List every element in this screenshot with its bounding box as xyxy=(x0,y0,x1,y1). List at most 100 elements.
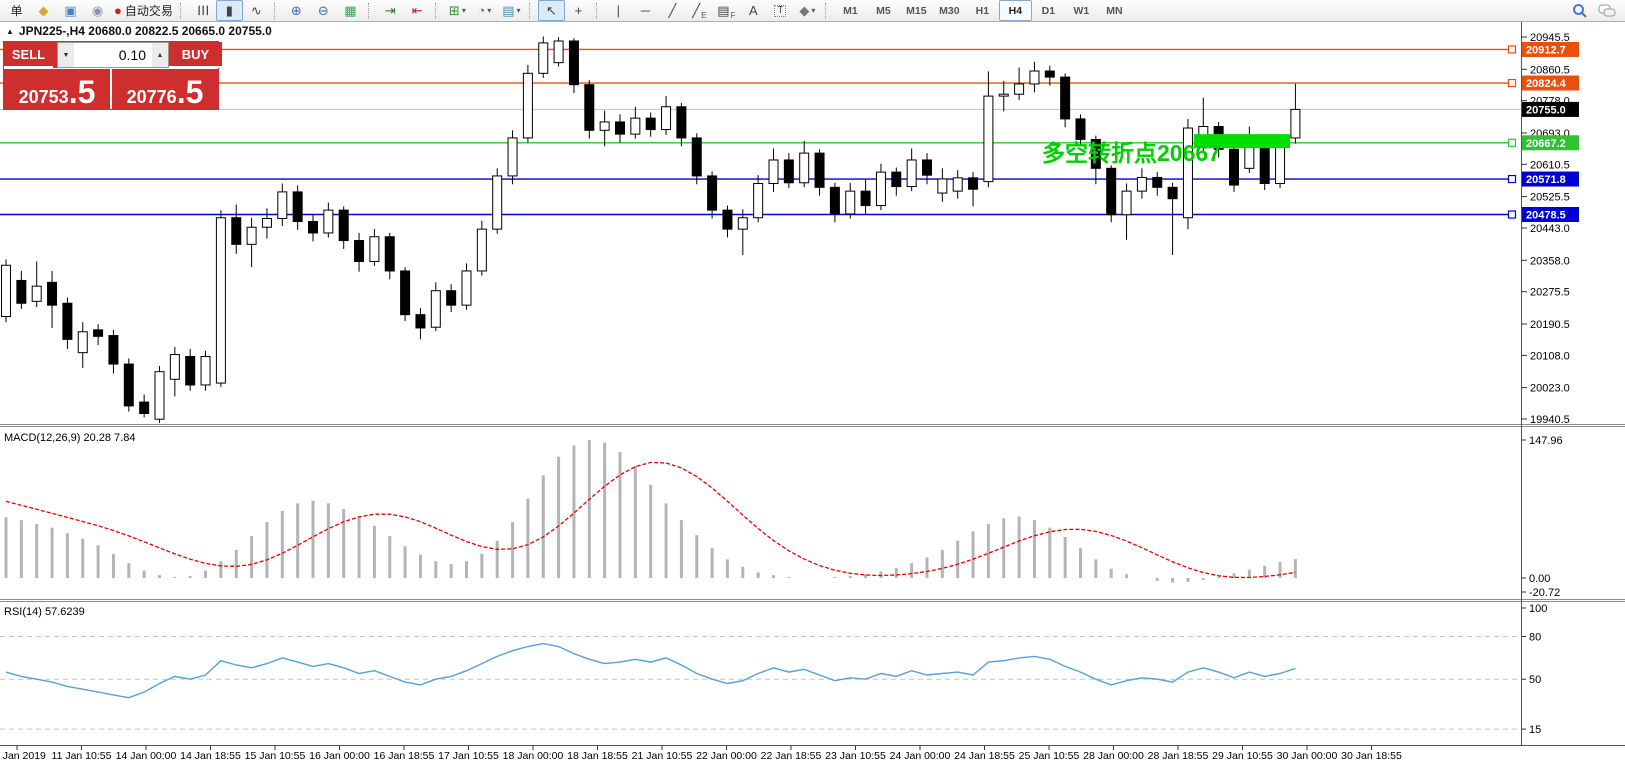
vertical-line-icon[interactable]: | xyxy=(616,3,621,18)
buy-button[interactable]: BUY xyxy=(169,42,222,68)
volume-input[interactable] xyxy=(74,43,152,67)
timeframe-m5[interactable]: M5 xyxy=(876,4,891,17)
toolbar-separator xyxy=(273,2,279,19)
search-icon[interactable] xyxy=(1572,3,1588,19)
candle-body xyxy=(584,84,595,131)
trendline-icon[interactable]: ╱ xyxy=(668,3,677,18)
templates-icon-dropdown[interactable]: ▾ xyxy=(516,6,521,15)
candlestick-chart-icon[interactable]: ▮ xyxy=(215,0,243,21)
candle-body xyxy=(1075,118,1086,140)
timeframe-mn[interactable]: MN xyxy=(1106,4,1123,17)
volume-increase-button[interactable]: ▲ xyxy=(152,43,168,67)
fibonacci-icon[interactable]: ▤ F xyxy=(717,3,736,20)
timeframe-m15[interactable]: M15 xyxy=(906,4,927,17)
buy-price[interactable]: 20776 .5 xyxy=(112,69,218,109)
new-chart-icon[interactable]: ⊞ ▾ xyxy=(448,3,466,18)
label-icon[interactable]: T xyxy=(767,0,794,21)
toolbar: 单 ◆ ▣ ◉ ● 自动交易 ☰ ▮ ∿ ⊕ ⊖ ▦ ⇥ ⇤ ⊞ ▾ ◔ ▾ ▤ ▾ ↖ + | ─ ╱ ╱ E ▤ F A T ◆ ▾ M1 M5… xyxy=(0,0,1625,22)
chat-icon[interactable] xyxy=(1598,3,1616,19)
time-tick-label: 18 Jan 00:00 xyxy=(503,750,564,762)
time-tick-label: 18 Jan 18:55 xyxy=(567,750,628,762)
price-line-label: 20571.8 xyxy=(1526,174,1566,186)
timeframe-w1[interactable]: W1 xyxy=(1073,4,1090,17)
collapse-arrow-icon[interactable]: ▲ xyxy=(6,26,14,36)
line-anchor xyxy=(1507,210,1517,219)
candle-body xyxy=(354,240,365,262)
signals-icon[interactable]: ◉ xyxy=(91,3,104,18)
zoom-out-icon[interactable]: ⊖ xyxy=(317,3,329,18)
tile-windows-icon[interactable]: ▦ xyxy=(344,3,357,18)
candle-body xyxy=(446,290,457,306)
line-anchor xyxy=(1507,138,1517,147)
candle-body xyxy=(215,217,226,384)
horizontal-line-icon[interactable]: ─ xyxy=(640,3,650,18)
timeframe-m30[interactable]: M30 xyxy=(939,4,960,17)
candle-body xyxy=(308,221,318,234)
new-chart-icon-dropdown[interactable]: ▾ xyxy=(461,6,466,15)
macd-signal-line xyxy=(5,461,1296,579)
candle-body xyxy=(707,175,718,211)
timeframe-h4[interactable]: H4 xyxy=(998,0,1032,21)
text-icon[interactable]: A xyxy=(749,3,758,18)
price-line-label: 20755.0 xyxy=(1526,104,1566,116)
candle-body xyxy=(615,121,625,135)
zoom-in-icon[interactable]: ⊕ xyxy=(290,3,302,18)
templates-icon[interactable]: ▤ ▾ xyxy=(502,3,521,18)
timeframe-d1[interactable]: D1 xyxy=(1041,4,1056,17)
candle-body xyxy=(323,209,334,234)
candle-body xyxy=(47,281,58,306)
shapes-icon[interactable]: ◆ ▾ xyxy=(799,3,816,18)
data-window-icon[interactable]: ▣ xyxy=(64,3,77,18)
chart-shift-icon[interactable]: ⇤ xyxy=(411,3,423,18)
price-tick-label: 20525.5 xyxy=(1530,192,1570,204)
candle-body xyxy=(753,183,764,219)
candle-body xyxy=(799,152,810,184)
price-tick-label: 20190.5 xyxy=(1530,319,1570,331)
candle-body xyxy=(922,159,932,176)
candle-body xyxy=(200,355,211,386)
autotrading-button[interactable]: ● 自动交易 xyxy=(114,3,173,18)
candle-body xyxy=(722,209,733,230)
candle-body xyxy=(768,159,779,185)
one-click-trading-panel: SELL ▼ ▲ BUY 20753 .5 20776 .5 xyxy=(4,42,222,109)
line-chart-icon[interactable]: ∿ xyxy=(250,3,262,18)
candle-body xyxy=(983,95,994,183)
profiles-icon[interactable]: ◔ ▾ xyxy=(477,3,492,18)
price-tick-label: 20860.5 xyxy=(1530,64,1570,76)
timeframe-m1[interactable]: M1 xyxy=(843,4,858,17)
candle-body xyxy=(1121,190,1132,216)
candle-body xyxy=(1090,138,1101,169)
time-tick-label: 28 Jan 00:00 xyxy=(1083,750,1144,762)
sell-price[interactable]: 20753 .5 xyxy=(4,69,112,109)
time-tick-label: 14 Jan 18:55 xyxy=(180,750,241,762)
candle-body xyxy=(691,137,702,177)
buy-price-frac: .5 xyxy=(176,73,204,110)
time-tick-label: 10 Jan 2019 xyxy=(0,750,46,762)
candle-body xyxy=(185,355,196,386)
price-line-label: 20667.2 xyxy=(1526,138,1566,150)
profiles-icon-dropdown[interactable]: ▾ xyxy=(487,6,492,15)
market-watch-icon[interactable]: ◆ xyxy=(38,3,49,18)
price-line-label: 20478.5 xyxy=(1526,210,1566,222)
candle-body xyxy=(1060,76,1071,120)
volume-decrease-button[interactable]: ▼ xyxy=(58,43,74,67)
equidistant-channel-icon[interactable]: ╱ E xyxy=(692,3,707,20)
time-tick-label: 23 Jan 10:55 xyxy=(825,750,886,762)
timeframe-h1[interactable]: H1 xyxy=(975,4,990,17)
new-order-button[interactable]: 单 xyxy=(10,3,23,18)
candle-body xyxy=(737,217,748,230)
candle-body xyxy=(998,93,1009,97)
candle-body xyxy=(1,264,11,318)
shapes-icon-dropdown[interactable]: ▾ xyxy=(811,6,816,15)
auto-scroll-icon[interactable]: ⇥ xyxy=(384,3,396,18)
bar-chart-icon[interactable]: ☰ xyxy=(194,4,210,17)
crosshair-icon[interactable]: + xyxy=(574,3,583,18)
sell-button[interactable]: SELL xyxy=(4,42,53,68)
candle-body xyxy=(599,121,610,131)
candle-body xyxy=(645,117,656,131)
candle-body xyxy=(292,191,303,223)
cursor-icon[interactable]: ↖ xyxy=(537,0,565,21)
candle-body xyxy=(476,228,487,272)
